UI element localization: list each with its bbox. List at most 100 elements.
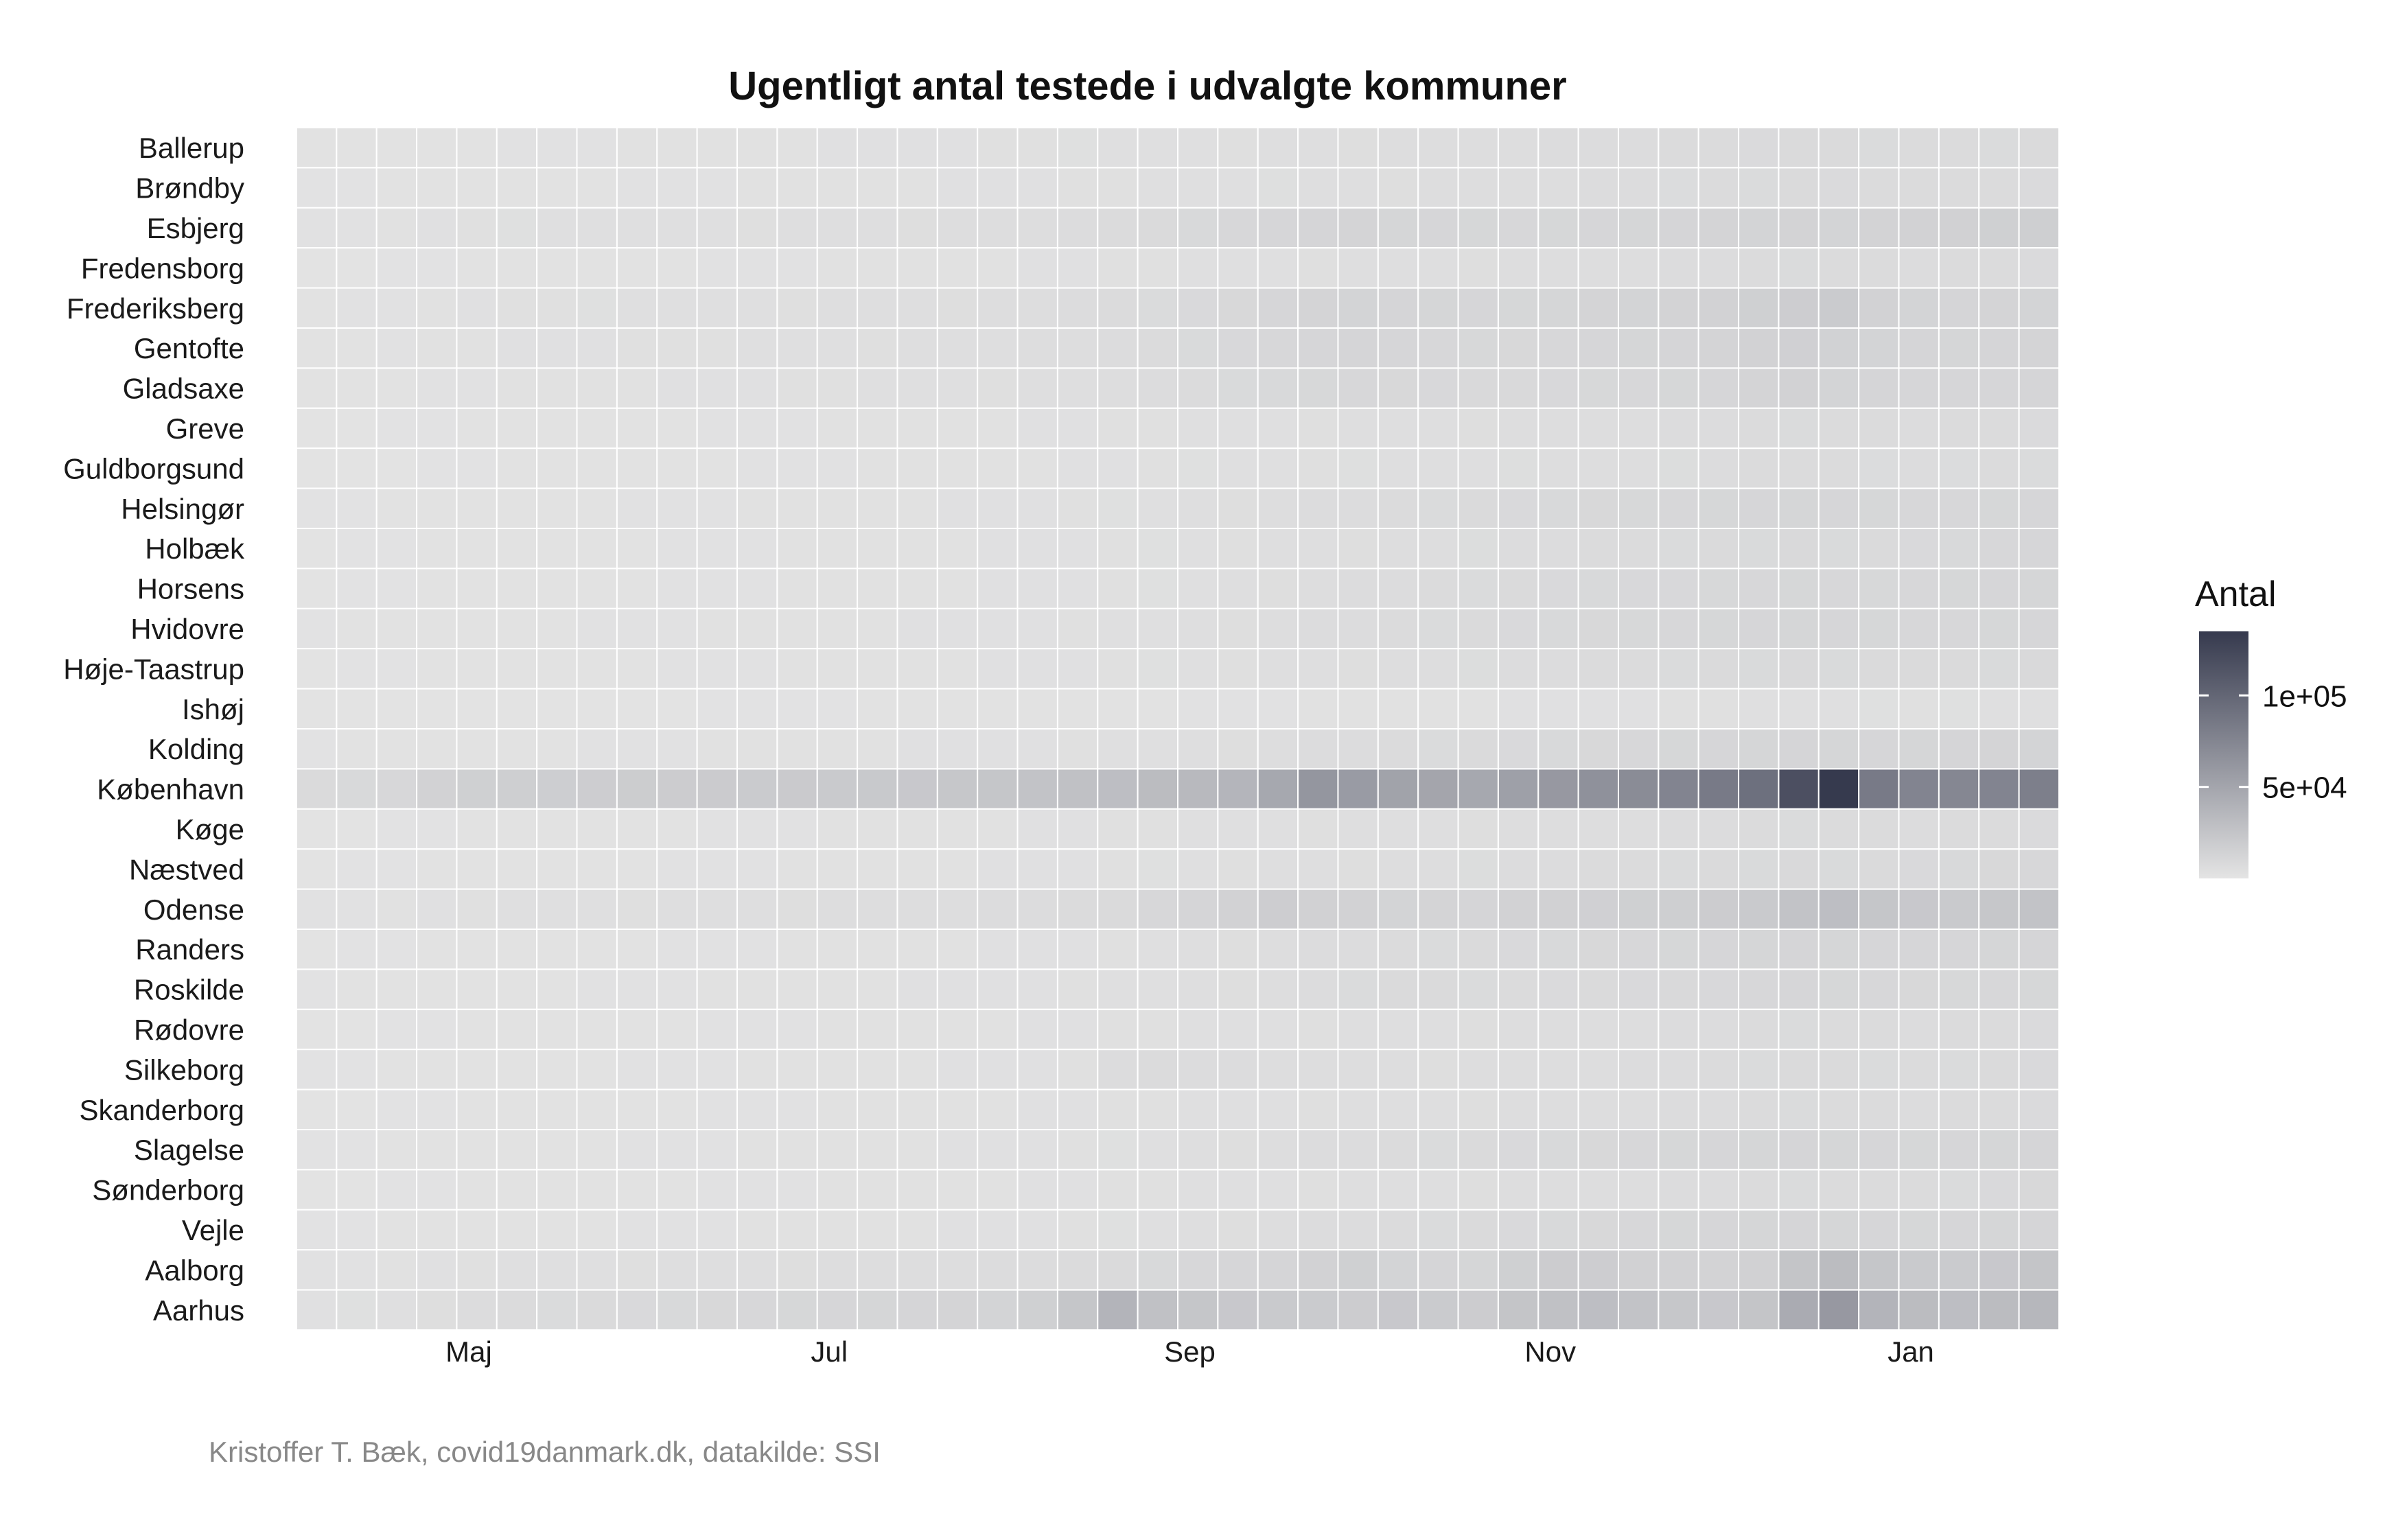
heatmap-cell [1097, 607, 1139, 650]
heatmap-cell [936, 968, 979, 1010]
heatmap-cell [1497, 1008, 1539, 1051]
heatmap-cell [656, 367, 698, 409]
heatmap-cell [576, 688, 618, 730]
heatmap-cell [616, 688, 658, 730]
heatmap-cell [1858, 1129, 1900, 1171]
heatmap-cell [1938, 1008, 1980, 1051]
heatmap-cell [816, 1289, 859, 1331]
y-tick-label: København [97, 773, 244, 806]
heatmap-cell [496, 127, 538, 169]
heatmap-cell [1577, 447, 1620, 489]
heatmap-cell [1337, 848, 1379, 890]
heatmap-cell [1858, 127, 1900, 169]
heatmap-cell [1417, 1249, 1459, 1291]
heatmap-cell [1377, 648, 1419, 690]
heatmap-cell [1137, 207, 1178, 249]
heatmap-cell [616, 728, 658, 770]
heatmap-cell [1778, 607, 1820, 650]
heatmap-cell [1778, 1209, 1820, 1251]
heatmap-cell [1537, 688, 1579, 730]
heatmap-cell [776, 287, 818, 329]
heatmap-cell [1457, 607, 1499, 650]
heatmap-cell [1938, 968, 1980, 1010]
heatmap-cell [576, 247, 618, 289]
heatmap-cell [375, 528, 418, 570]
heatmap-cell [1097, 207, 1139, 249]
heatmap-cell [375, 247, 418, 289]
heatmap-cell [1137, 487, 1178, 529]
heatmap-cell [375, 688, 418, 730]
heatmap-cell [1658, 487, 1699, 529]
heatmap-cell [1858, 768, 1900, 810]
heatmap-cell [816, 808, 859, 850]
heatmap-cell [1297, 1209, 1339, 1251]
heatmap-cell [776, 648, 818, 690]
heatmap-cell [736, 929, 778, 970]
heatmap-cell [857, 648, 898, 690]
heatmap-cell [936, 648, 979, 690]
heatmap-cell [616, 808, 658, 850]
heatmap-cell [1618, 848, 1660, 890]
heatmap-cell [696, 888, 738, 930]
heatmap-cell [1537, 327, 1579, 369]
heatmap-cell [1898, 528, 1940, 570]
heatmap-cell [1097, 447, 1139, 489]
heatmap-cell [1618, 528, 1660, 570]
heatmap-cell [1577, 528, 1620, 570]
heatmap-cell [1537, 487, 1579, 529]
heatmap-cell [816, 688, 859, 730]
heatmap-cell [1938, 167, 1980, 209]
heatmap-cell [1938, 728, 1980, 770]
heatmap-cell [296, 528, 338, 570]
heatmap-cell [1377, 407, 1419, 450]
heatmap-cell [336, 1008, 377, 1051]
heatmap-cell [1658, 568, 1699, 609]
heatmap-cell [1577, 327, 1620, 369]
heatmap-cell [416, 1008, 458, 1051]
heatmap-cell [1618, 1008, 1660, 1051]
heatmap-cell [696, 1289, 738, 1331]
heatmap-cell [1738, 728, 1780, 770]
heatmap-cell [1778, 888, 1820, 930]
heatmap-cell [1337, 888, 1379, 930]
heatmap-cell [857, 1169, 898, 1211]
heatmap-cell [1778, 1249, 1820, 1291]
heatmap-cell [1978, 287, 2020, 329]
heatmap-cell [1618, 648, 1660, 690]
heatmap-cell [536, 1129, 578, 1171]
heatmap-cell [1618, 968, 1660, 1010]
heatmap-cell [1217, 1209, 1259, 1251]
heatmap-cell [296, 1249, 338, 1291]
heatmap-cell [1137, 367, 1178, 409]
heatmap-cell [696, 247, 738, 289]
heatmap-cell [1337, 247, 1379, 289]
heatmap-cell [336, 1129, 377, 1171]
heatmap-cell [776, 929, 818, 970]
heatmap-cell [1778, 287, 1820, 329]
heatmap-cell [816, 848, 859, 890]
heatmap-cell [1457, 327, 1499, 369]
heatmap-cell [2018, 768, 2060, 810]
heatmap-cell [936, 1008, 979, 1051]
heatmap-cell [336, 768, 377, 810]
heatmap-cell [1778, 568, 1820, 609]
heatmap-cell [696, 968, 738, 1010]
heatmap-cell [576, 487, 618, 529]
heatmap-cell [456, 487, 498, 529]
heatmap-cell [1016, 407, 1058, 450]
heatmap-cell [1738, 1129, 1780, 1171]
heatmap-cell [1738, 528, 1780, 570]
heatmap-cell [1938, 929, 1980, 970]
heatmap-cell [1738, 127, 1780, 169]
heatmap-cell [896, 648, 938, 690]
heatmap-cell [296, 1209, 338, 1251]
heatmap-cell [1337, 1088, 1379, 1130]
heatmap-cell [576, 167, 618, 209]
heatmap-cell [336, 1049, 377, 1090]
heatmap-cell [375, 167, 418, 209]
heatmap-cell [536, 648, 578, 690]
heatmap-cell [1898, 367, 1940, 409]
heatmap-cell [1697, 1008, 1740, 1051]
heatmap-cell [1097, 1129, 1139, 1171]
heatmap-cell [1618, 167, 1660, 209]
